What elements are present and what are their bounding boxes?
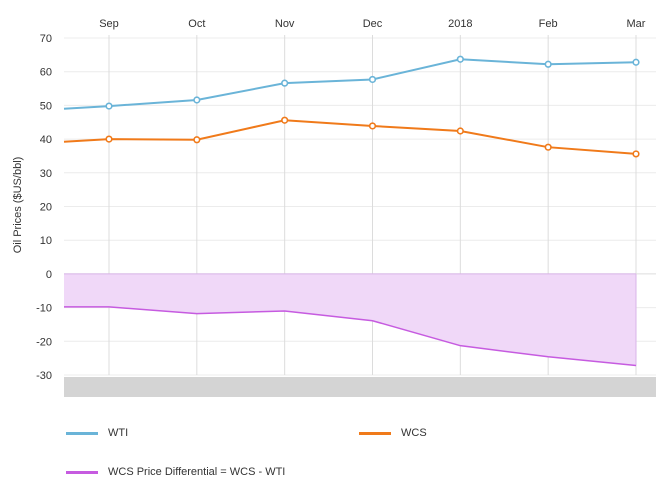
legend-swatch-differential xyxy=(66,470,98,474)
y-tick-label: 60 xyxy=(40,67,52,79)
y-tick-label: -10 xyxy=(36,303,52,315)
x-tick-label: Oct xyxy=(188,18,205,30)
legend-label-wcs: WCS xyxy=(401,427,427,439)
y-tick-label: 70 xyxy=(40,33,52,45)
x-tick-label: Sep xyxy=(99,18,119,30)
legend-swatch-wti xyxy=(66,431,98,435)
x-axis-scroll-band xyxy=(64,377,656,397)
data-point xyxy=(281,116,289,124)
series-line-0 xyxy=(63,58,637,110)
data-point xyxy=(456,127,464,135)
y-tick-label: -20 xyxy=(36,336,52,348)
legend-swatch-wcs xyxy=(359,431,391,435)
x-tick-label: Feb xyxy=(539,18,558,30)
legend-label-wti: WTI xyxy=(108,427,129,439)
y-axis-label: Oil Prices ($US/bbl) xyxy=(12,157,24,254)
differential-area xyxy=(64,273,637,366)
series-line-2 xyxy=(64,306,637,367)
x-axis-band xyxy=(64,377,656,397)
y-tick-label: 40 xyxy=(40,134,52,146)
data-point xyxy=(632,58,640,66)
data-point xyxy=(281,79,289,87)
data-point xyxy=(193,96,201,104)
x-tick-label: Dec xyxy=(363,18,383,30)
y-tick-label: 50 xyxy=(40,100,52,112)
data-point xyxy=(544,60,552,68)
data-point xyxy=(632,150,640,158)
data-point xyxy=(544,143,552,151)
x-tick-label: Nov xyxy=(275,18,295,30)
legend-label-differential: WCS Price Differential = WCS - WTI xyxy=(108,466,286,478)
data-point xyxy=(368,75,377,84)
series-line-1 xyxy=(63,119,637,155)
y-tick-label: 0 xyxy=(46,269,52,281)
y-tick-label: 30 xyxy=(40,168,52,180)
legend-item-wti[interactable]: WTI xyxy=(66,427,128,439)
series-lines xyxy=(63,55,640,367)
data-point xyxy=(456,55,464,63)
legend-item-wcs[interactable]: WCS xyxy=(359,427,427,439)
data-point xyxy=(368,122,377,130)
oil-price-chart: Sep Oct Nov Dec 2018 Feb Mar 70 60 50 40 30 20 10 0 -1… xyxy=(12,18,656,397)
data-point xyxy=(105,135,113,143)
x-tick-label: 2018 xyxy=(448,18,472,30)
y-tick-label: 10 xyxy=(40,235,52,247)
x-tick-labels: Sep Oct Nov Dec 2018 Feb Mar xyxy=(99,18,646,30)
legend: WTI WCS WCS Price Differential = WCS - W… xyxy=(0,410,656,489)
y-tick-label: -30 xyxy=(36,370,52,382)
legend-item-differential[interactable]: WCS Price Differential = WCS - WTI xyxy=(66,466,285,478)
differential-fill xyxy=(64,273,636,366)
x-tick-label: Mar xyxy=(627,18,646,30)
y-tick-labels: 70 60 50 40 30 20 10 0 -10 -20 -30 xyxy=(36,33,52,382)
grid-lines xyxy=(64,35,656,376)
data-point xyxy=(193,136,201,144)
data-point xyxy=(105,102,113,110)
y-tick-label: 20 xyxy=(40,202,52,214)
